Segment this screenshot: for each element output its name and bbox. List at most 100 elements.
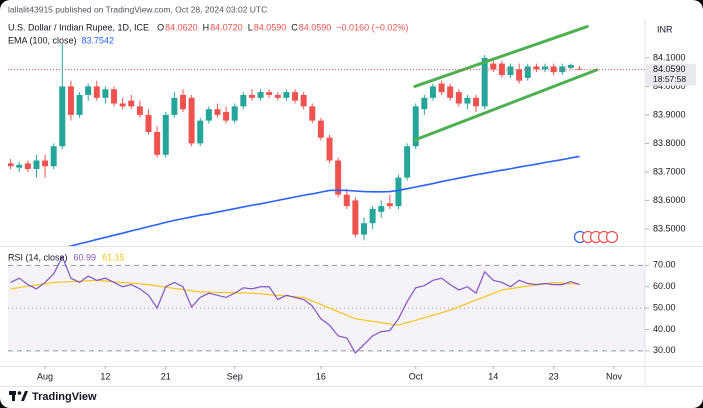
candle-body [223, 112, 230, 121]
series-line [10, 255, 580, 354]
x-tick-label: 16 [316, 371, 326, 381]
candle-body [455, 92, 462, 104]
candle-body [550, 66, 557, 73]
legend-change: −0.0160 (−0.02%) [336, 22, 408, 32]
y-tick-label: 83.9000 [653, 109, 686, 119]
x-tick-label: Oct [409, 371, 424, 381]
candle-body [76, 94, 83, 115]
legend-ohlc-key: O [157, 22, 164, 32]
candle-body [33, 160, 40, 170]
y-tick-label: 50.00 [653, 302, 676, 312]
candle-body [154, 132, 161, 155]
x-tick-label: 12 [100, 371, 110, 381]
candle-body [481, 57, 488, 107]
candle-body [343, 194, 350, 207]
legend-ohlc-key: C [291, 22, 298, 32]
candle-body [360, 223, 367, 235]
candle-body [412, 106, 419, 147]
candle-body [136, 106, 143, 115]
legend-series-name: EMA (100, close) [8, 35, 77, 45]
candle-body [283, 92, 290, 98]
candle-body [59, 86, 66, 147]
candle-body [395, 177, 402, 207]
candle-body [507, 66, 514, 76]
legend-ohlc-value: 84.0590 [254, 22, 287, 32]
y-tick-label: 30.00 [653, 345, 676, 355]
legend-ohlc-value: 84.0590 [299, 22, 332, 32]
publisher-note: lallalit43915 published on TradingView.c… [8, 4, 267, 14]
last-price-box [646, 63, 696, 86]
legend-ohlc-key: H [203, 22, 210, 32]
x-tick-label: Sep [227, 371, 243, 381]
rsi-band [8, 265, 645, 351]
candle-body [490, 63, 497, 70]
legend-title: U.S. Dollar / Indian Rupee, 1D, ICE [8, 22, 149, 32]
candle-body [162, 114, 169, 155]
candle-body [248, 94, 255, 98]
candle-body [205, 109, 212, 121]
trendline [413, 25, 589, 88]
candle-body [559, 66, 566, 73]
footer-brand: TradingView [32, 391, 97, 403]
y-tick-label: 40.00 [653, 324, 676, 334]
candle-body [404, 146, 411, 178]
x-tick-label: Aug [37, 371, 53, 381]
candle-body [516, 69, 523, 81]
candle-body [533, 66, 540, 70]
candle-body [309, 106, 316, 121]
candle-body [576, 68, 583, 70]
rsi-pane [8, 255, 645, 354]
overlay: Aug 12 21 Sep 16 Oct 14 23 Nov 84.1000 84.0000 83.9… [8, 22, 696, 381]
candle-body [369, 208, 376, 224]
x-tick-label: Nov [606, 371, 623, 381]
candle-body [421, 97, 428, 110]
candle-body [93, 86, 100, 98]
candle-body [378, 206, 385, 212]
candle-body [231, 106, 238, 121]
candle-body [179, 94, 186, 110]
candle-body [188, 97, 195, 144]
y-tick-label: 84.0000 [653, 81, 686, 91]
last-price-label: 84.0590 [653, 64, 686, 74]
legend-ohlc-value: 84.0620 [165, 22, 198, 32]
candle-body [102, 89, 109, 98]
legend-series-value: 83.7542 [82, 35, 115, 45]
y-tick-label: 83.7000 [653, 166, 686, 176]
candle-body [498, 63, 505, 76]
legend-ohlc-value: 84.0720 [210, 22, 243, 32]
x-tick-label: 23 [549, 371, 559, 381]
candle-body [145, 114, 152, 133]
candle-body [473, 97, 480, 107]
candle-body [438, 83, 445, 93]
candle-body [352, 200, 359, 235]
candle-body [240, 94, 247, 107]
candle-body [197, 120, 204, 144]
y-tick-label: 60.00 [653, 281, 676, 291]
candle-body [524, 66, 531, 78]
candle-body [24, 163, 31, 170]
series-line [67, 155, 580, 246]
candle-body [111, 89, 118, 104]
legend-series-value: 61.15 [102, 252, 125, 262]
candle-body [67, 86, 74, 115]
countdown-label: 18:57:58 [653, 74, 686, 84]
event-icons [573, 230, 619, 244]
legend-title: RSI (14, close) [8, 252, 68, 262]
x-tick-label: 14 [488, 371, 498, 381]
y-tick-label: 83.6000 [653, 195, 686, 205]
candle-body [128, 100, 135, 107]
candle-body [274, 94, 281, 98]
candle-body [8, 163, 14, 167]
x-tick-label: 21 [161, 371, 171, 381]
currency-label: INR [657, 24, 673, 34]
candle-body [429, 86, 436, 98]
candle-body [85, 86, 92, 95]
candle-body [214, 109, 221, 115]
candle-body [335, 160, 342, 195]
candle-body [171, 97, 178, 115]
candle-body [292, 92, 299, 101]
candle-body [447, 86, 454, 98]
candle-body [326, 137, 333, 161]
candle-body [542, 66, 549, 70]
candle-body [119, 103, 126, 107]
